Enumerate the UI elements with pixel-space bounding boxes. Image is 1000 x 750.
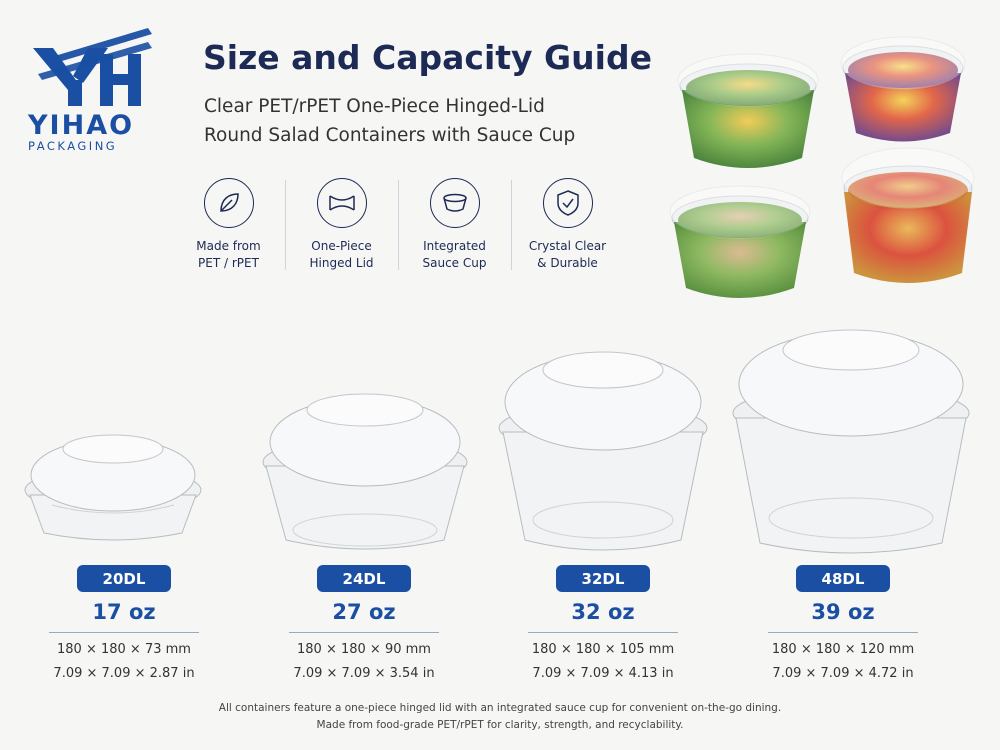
capacity-48dl: 39 oz	[811, 600, 875, 624]
brand-logo: YIHAO PACKAGING	[28, 28, 163, 153]
dimensions-mm: 180 × 180 × 105 mm	[531, 642, 675, 657]
feature-label: Crystal Clear & Durable	[528, 239, 607, 270]
brand-name: YIHAO	[28, 110, 135, 141]
capacity-32dl: 32 oz	[571, 600, 635, 624]
feature-label: Integrated Sauce Cup	[422, 239, 487, 270]
subtitle-line-1: Clear PET/rPET One-Piece Hinged-Lid	[204, 96, 545, 117]
dimensions-20dl: 180 × 180 × 73 mm 7.09 × 7.09 × 2.87 in	[24, 638, 224, 686]
shield-check-icon	[542, 178, 593, 228]
subtitle-line-2: Round Salad Containers with Sauce Cup	[204, 125, 576, 146]
size-badge-24dl: 24DL	[317, 565, 411, 592]
food-photos	[668, 18, 988, 308]
capacity-24dl: 27 oz	[332, 600, 396, 624]
footer-line-1: All containers feature a one-piece hinge…	[218, 702, 782, 714]
page-title: Size and Capacity Guide	[203, 38, 652, 77]
feature-label: Made from PET / rPET	[196, 239, 261, 270]
dimensions-in: 7.09 × 7.09 × 4.13 in	[532, 666, 674, 681]
feature-list: Made from PET / rPET One-Piece Hinged Li…	[172, 176, 624, 272]
footer-note: All containers feature a one-piece hinge…	[0, 700, 1000, 734]
dimensions-in: 7.09 × 7.09 × 4.72 in	[772, 666, 914, 681]
leaf-icon	[203, 178, 254, 228]
sauce-cup-icon	[429, 178, 480, 228]
feature-clear-durable: Crystal Clear & Durable	[511, 176, 624, 272]
size-badge-48dl: 48DL	[796, 565, 890, 592]
size-badge-20dl: 20DL	[77, 565, 171, 592]
dimensions-mm: 180 × 180 × 90 mm	[297, 642, 431, 657]
product-32dl-image	[497, 340, 709, 559]
feature-sauce-cup: Integrated Sauce Cup	[398, 176, 511, 272]
brand-subname: PACKAGING	[28, 139, 118, 153]
dimensions-48dl: 180 × 180 × 120 mm 7.09 × 7.09 × 4.72 in	[743, 638, 943, 686]
salad-bowls-image	[669, 36, 975, 298]
size-badge-32dl: 32DL	[556, 565, 650, 592]
divider	[768, 632, 918, 633]
dimensions-24dl: 180 × 180 × 90 mm 7.09 × 7.09 × 3.54 in	[264, 638, 464, 686]
product-20dl-image	[22, 415, 204, 549]
dimensions-mm: 180 × 180 × 120 mm	[771, 642, 915, 657]
capacity-20dl: 17 oz	[92, 600, 156, 624]
product-24dl-image	[260, 380, 470, 559]
divider	[49, 632, 199, 633]
feature-hinged-lid: One-Piece Hinged Lid	[285, 176, 398, 272]
product-48dl-image	[730, 318, 972, 562]
divider	[289, 632, 439, 633]
dimensions-32dl: 180 × 180 × 105 mm 7.09 × 7.09 × 4.13 in	[503, 638, 703, 686]
yihao-logo-mark	[33, 28, 152, 106]
footer-line-2: Made from food-grade PET/rPET for clarit…	[316, 719, 684, 731]
dimensions-in: 7.09 × 7.09 × 3.54 in	[293, 666, 435, 681]
feature-label: One-Piece Hinged Lid	[309, 239, 374, 270]
dimensions-in: 7.09 × 7.09 × 2.87 in	[53, 666, 195, 681]
feature-material: Made from PET / rPET	[172, 176, 285, 272]
hinged-lid-icon	[316, 178, 367, 228]
dimensions-mm: 180 × 180 × 73 mm	[57, 642, 191, 657]
page-subtitle: Clear PET/rPET One-Piece Hinged-Lid Roun…	[204, 92, 674, 150]
divider	[528, 632, 678, 633]
